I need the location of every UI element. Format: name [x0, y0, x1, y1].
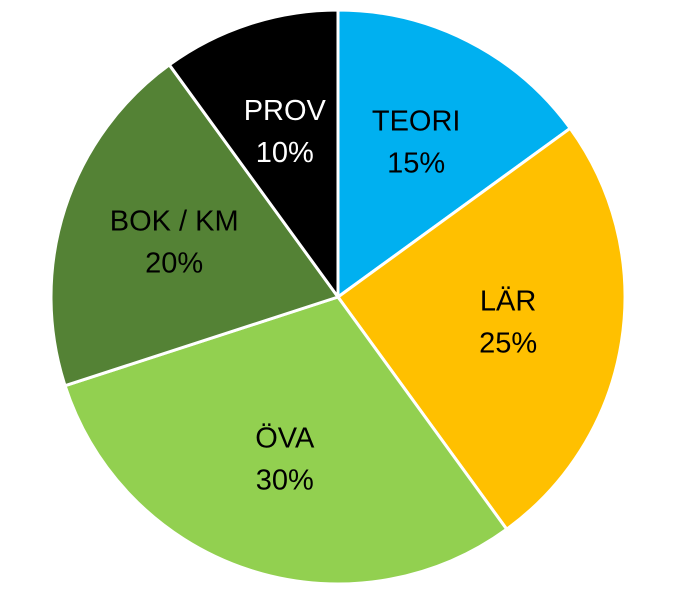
pie-slice-bok-km [49, 62, 341, 388]
pie-slices [49, 8, 627, 586]
slice-label-prov: PROV [244, 95, 327, 127]
slice-value-bok-km: 20% [145, 247, 203, 279]
slice-value-ova: 30% [256, 464, 314, 496]
slice-label-teori: TEORI [372, 105, 461, 137]
slice-label-ova: ÖVA [255, 422, 315, 454]
pie-slice-ova [63, 295, 509, 586]
slice-value-prov: 10% [256, 137, 314, 169]
slice-label-bok-km: BOK / KM [110, 205, 239, 237]
pie-data-labels: TEORI 15% LÄR 25% ÖVA 30% BOK / KM 20% PROV 10% [110, 95, 537, 497]
pie-slice-prov [167, 8, 340, 302]
slice-label-lar: LÄR [480, 286, 536, 318]
slice-value-teori: 15% [387, 147, 445, 179]
pie-slice-teori [336, 8, 573, 300]
slice-value-lar: 25% [479, 328, 537, 360]
pie-slice-lar [335, 126, 627, 532]
